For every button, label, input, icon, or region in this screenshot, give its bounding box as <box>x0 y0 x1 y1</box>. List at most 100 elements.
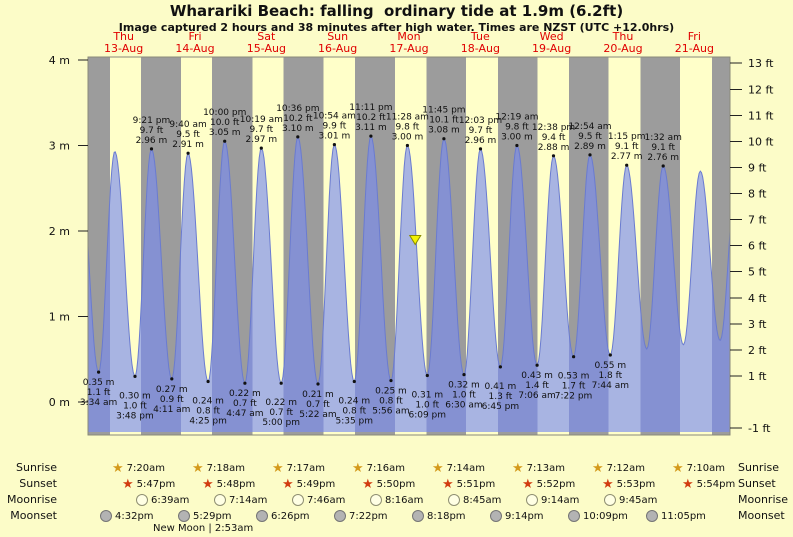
moonset-moon-icon <box>100 510 112 522</box>
tide-extreme-dot <box>223 139 227 143</box>
low-tide-label: 1.1 ft <box>87 388 111 398</box>
sunrise-star-icon: ★ <box>512 460 524 476</box>
tide-extreme-dot <box>425 373 429 378</box>
low-tide-label: 6:30 am <box>445 401 482 411</box>
low-tide-label: 0.22 m <box>229 389 261 399</box>
low-tide-label: 0.35 m <box>83 378 115 388</box>
low-tide-label: 0.8 ft <box>196 406 220 416</box>
high-tide-label: 2.96 m <box>136 136 168 146</box>
high-tide-label: 3.08 m <box>428 126 460 136</box>
low-tide-label: 4:11 am <box>153 405 190 415</box>
moonset-time-entry: 9:14pm <box>490 509 544 523</box>
sunrise-time-entry: ★ 7:17am <box>272 461 325 475</box>
moonset-moon-icon <box>334 510 346 522</box>
low-tide-label: 0.8 ft <box>379 397 403 407</box>
day-of-week-label: Fri <box>688 30 701 43</box>
high-tide-label: 9.8 ft <box>396 123 420 133</box>
tide-extreme-dot <box>133 374 137 378</box>
low-tide-label: 6:45 pm <box>482 402 520 412</box>
tide-extreme-dot <box>296 135 300 139</box>
sunrise-time: 7:20am <box>126 462 165 474</box>
right-tick-label: 7 ft <box>748 214 767 227</box>
right-tick-label: 13 ft <box>748 57 774 70</box>
moonrise-moon-icon <box>526 494 538 506</box>
moonrise-time: 7:14am <box>229 494 268 506</box>
moonset-time: 11:05pm <box>661 510 706 522</box>
high-tide-label: 10.2 ft <box>283 114 313 124</box>
tide-extreme-dot <box>352 379 356 384</box>
high-tide-label: 12:03 pm <box>459 116 502 126</box>
moonrise-moon-icon <box>292 494 304 506</box>
sunset-time-entry: ★ 5:49pm <box>282 477 335 491</box>
low-tide-label: 0.32 m <box>448 381 480 391</box>
high-tide-label: 9.7 ft <box>249 125 273 135</box>
sunset-time-entry: ★ 5:50pm <box>362 477 415 491</box>
moonset-time: 10:09pm <box>583 510 628 522</box>
tide-extreme-dot <box>535 363 539 367</box>
tide-extreme-dot <box>551 154 556 158</box>
low-tide-label: 0.7 ft <box>233 399 257 409</box>
day-of-week-label: Tue <box>470 30 490 43</box>
right-tick-label: 10 ft <box>748 135 774 148</box>
sunset-star-icon: ★ <box>602 476 614 492</box>
sunset-star-icon: ★ <box>522 476 534 492</box>
moonset-time-entry: 8:18pm <box>412 509 466 523</box>
low-tide-label: 5:00 pm <box>262 418 300 428</box>
tide-extreme-dot <box>405 143 409 148</box>
high-tide-label: 3.05 m <box>209 128 241 138</box>
high-tide-label: 12:19 am <box>495 113 538 123</box>
moonrise-time: 7:46am <box>307 494 346 506</box>
moonrise-time: 8:16am <box>385 494 424 506</box>
chart-title: Wharariki Beach: falling ordinary tide a… <box>169 2 624 20</box>
low-tide-label: 5:35 pm <box>335 416 373 426</box>
high-tide-label: 9.7 ft <box>140 126 164 136</box>
sunset-time-entry: ★ 5:51pm <box>442 477 495 491</box>
sunset-star-icon: ★ <box>202 476 214 492</box>
high-tide-label: 2.76 m <box>647 153 679 163</box>
tide-extreme-dot <box>462 373 466 377</box>
moonset-moon-icon <box>490 510 502 522</box>
left-tick-label: 0 m <box>49 396 70 409</box>
low-tide-label: 0.24 m <box>338 396 370 406</box>
sunrise-star-icon: ★ <box>592 460 604 476</box>
moonrise-time: 6:39am <box>151 494 190 506</box>
low-tide-label: 7:22 pm <box>555 392 593 402</box>
low-tide-label: 1.8 ft <box>598 371 622 381</box>
sunset-time: 5:47pm <box>136 478 176 490</box>
moonrise-time-entry: 7:14am <box>214 493 267 507</box>
high-tide-label: 9:40 am <box>169 120 206 130</box>
low-tide-label: 0.7 ft <box>269 408 293 418</box>
moonrise-moon-icon <box>604 494 616 506</box>
day-of-week-label: Mon <box>397 30 420 43</box>
high-tide-label: 2.88 m <box>538 143 570 153</box>
sunrise-star-icon: ★ <box>352 460 364 476</box>
sunset-time-entry: ★ 5:54pm <box>682 477 735 491</box>
high-tide-label: 3.10 m <box>282 124 314 134</box>
moonset-moon-icon <box>256 510 268 522</box>
high-tide-label: 1:15 pm <box>608 132 646 142</box>
high-tide-label: 10:19 am <box>240 115 283 125</box>
tide-extreme-dot <box>608 353 612 357</box>
high-tide-label: 9.1 ft <box>651 143 675 153</box>
tide-area <box>87 134 731 432</box>
high-tide-label: 1:32 am <box>645 133 682 143</box>
sunrise-time-entry: ★ 7:13am <box>512 461 565 475</box>
moonrise-time-entry: 9:14am <box>526 493 579 507</box>
current-tide-marker <box>408 235 422 246</box>
sunrise-star-icon: ★ <box>672 460 684 476</box>
tide-extreme-dot <box>369 134 373 138</box>
chart-subtitle: Image captured 2 hours and 38 minutes af… <box>118 21 675 34</box>
low-tide-label: 3:34 am <box>80 398 117 408</box>
sunset-time: 5:49pm <box>296 478 336 490</box>
day-date-label: 20-Aug <box>603 42 642 55</box>
high-tide-label: 10:36 pm <box>276 104 319 114</box>
tide-extreme-dot <box>149 147 154 151</box>
low-tide-label: 0.24 m <box>192 396 224 406</box>
moonrise-time-entry: 7:46am <box>292 493 345 507</box>
low-tide-label: 0.7 ft <box>306 400 330 410</box>
high-tide-label: 3.00 m <box>392 133 424 143</box>
low-tide-label: 3:48 pm <box>116 411 154 421</box>
sunrise-time: 7:10am <box>686 462 725 474</box>
low-tide-label: 1.7 ft <box>562 382 586 392</box>
moonset-time-entry: 5:29pm <box>178 509 232 523</box>
